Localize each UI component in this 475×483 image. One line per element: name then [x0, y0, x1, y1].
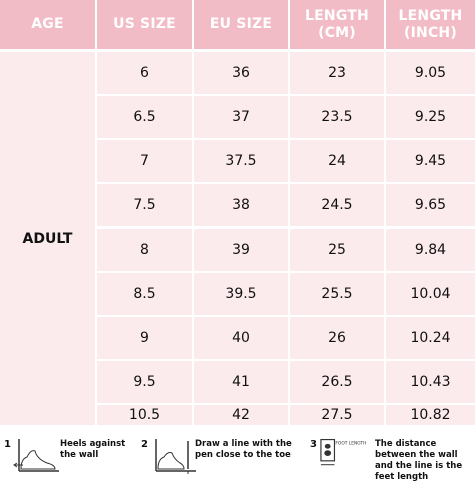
header-length-inch: LENGTH (INCH) [386, 0, 475, 49]
eu-size-cell: 37.5 [194, 140, 288, 182]
us-size-cell: 8 [97, 229, 192, 271]
length-cm-cell: 26.5 [290, 361, 384, 403]
length-inch-cell: 9.05 [386, 52, 475, 94]
step-text: The distance between the wall and the li… [375, 439, 463, 482]
length-cm-cell: 23.5 [290, 96, 384, 138]
length-inch-cell: 9.65 [386, 184, 475, 226]
us-size-cell: 6 [97, 52, 192, 94]
length-cm-cell: 24 [290, 140, 384, 182]
length-cm-cell: 24.5 [290, 184, 384, 226]
eu-size-cell: 39.5 [194, 273, 288, 315]
guide-step-1: 1 Heels against the wall [4, 437, 144, 477]
step-number: 2 [141, 439, 148, 450]
step-text: Draw a line with the pen close to the to… [195, 439, 292, 460]
step-text: Heels against the wall [60, 439, 126, 460]
step-number: 1 [4, 439, 11, 450]
eu-size-cell: 37 [194, 96, 288, 138]
eu-size-cell: 42 [194, 405, 288, 425]
us-size-cell: 7 [97, 140, 192, 182]
header-length-cm: LENGTH (CM) [290, 0, 384, 49]
header-age: AGE [0, 0, 95, 49]
length-inch-cell: 10.82 [386, 405, 475, 425]
eu-size-cell: 40 [194, 317, 288, 359]
length-inch-cell: 10.04 [386, 273, 475, 315]
us-size-cell: 9 [97, 317, 192, 359]
length-cm-cell: 25 [290, 229, 384, 271]
length-cm-cell: 26 [290, 317, 384, 359]
draw-line-icon [155, 439, 196, 474]
header-us-size: US SIZE [97, 0, 192, 49]
guide-step-2: 2 Draw a line with the pen close to the … [141, 437, 301, 477]
foot-length-label: FOOT LENGTH [335, 440, 366, 446]
eu-size-cell: 36 [194, 52, 288, 94]
step-number: 3 [310, 439, 317, 450]
us-size-cell: 6.5 [97, 96, 192, 138]
length-inch-cell: 9.45 [386, 140, 475, 182]
foot-length-icon: FOOT LENGTH [320, 438, 366, 466]
length-inch-cell: 9.25 [386, 96, 475, 138]
length-cm-cell: 23 [290, 52, 384, 94]
length-cm-cell: 25.5 [290, 273, 384, 315]
eu-size-cell: 41 [194, 361, 288, 403]
eu-size-cell: 38 [194, 184, 288, 226]
guide-step-3: 3 FOOT LENGTH The distance between the w… [310, 437, 475, 482]
size-chart-table: AGE US SIZE EU SIZE LENGTH (CM) LENGTH (INCH… [0, 0, 475, 425]
us-size-cell: 8.5 [97, 273, 192, 315]
eu-size-cell: 39 [194, 229, 288, 271]
length-inch-cell: 9.84 [386, 229, 475, 271]
us-size-cell: 7.5 [97, 184, 192, 226]
measuring-guide: 1 Heels against the wall 2 Draw a line w… [0, 425, 475, 482]
heel-against-wall-icon [13, 439, 59, 472]
us-size-cell: 10.5 [97, 405, 192, 425]
age-cell-adult: ADULT [0, 52, 95, 425]
length-inch-cell: 10.43 [386, 361, 475, 403]
length-cm-cell: 27.5 [290, 405, 384, 425]
length-inch-cell: 10.24 [386, 317, 475, 359]
us-size-cell: 9.5 [97, 361, 192, 403]
header-eu-size: EU SIZE [194, 0, 288, 49]
